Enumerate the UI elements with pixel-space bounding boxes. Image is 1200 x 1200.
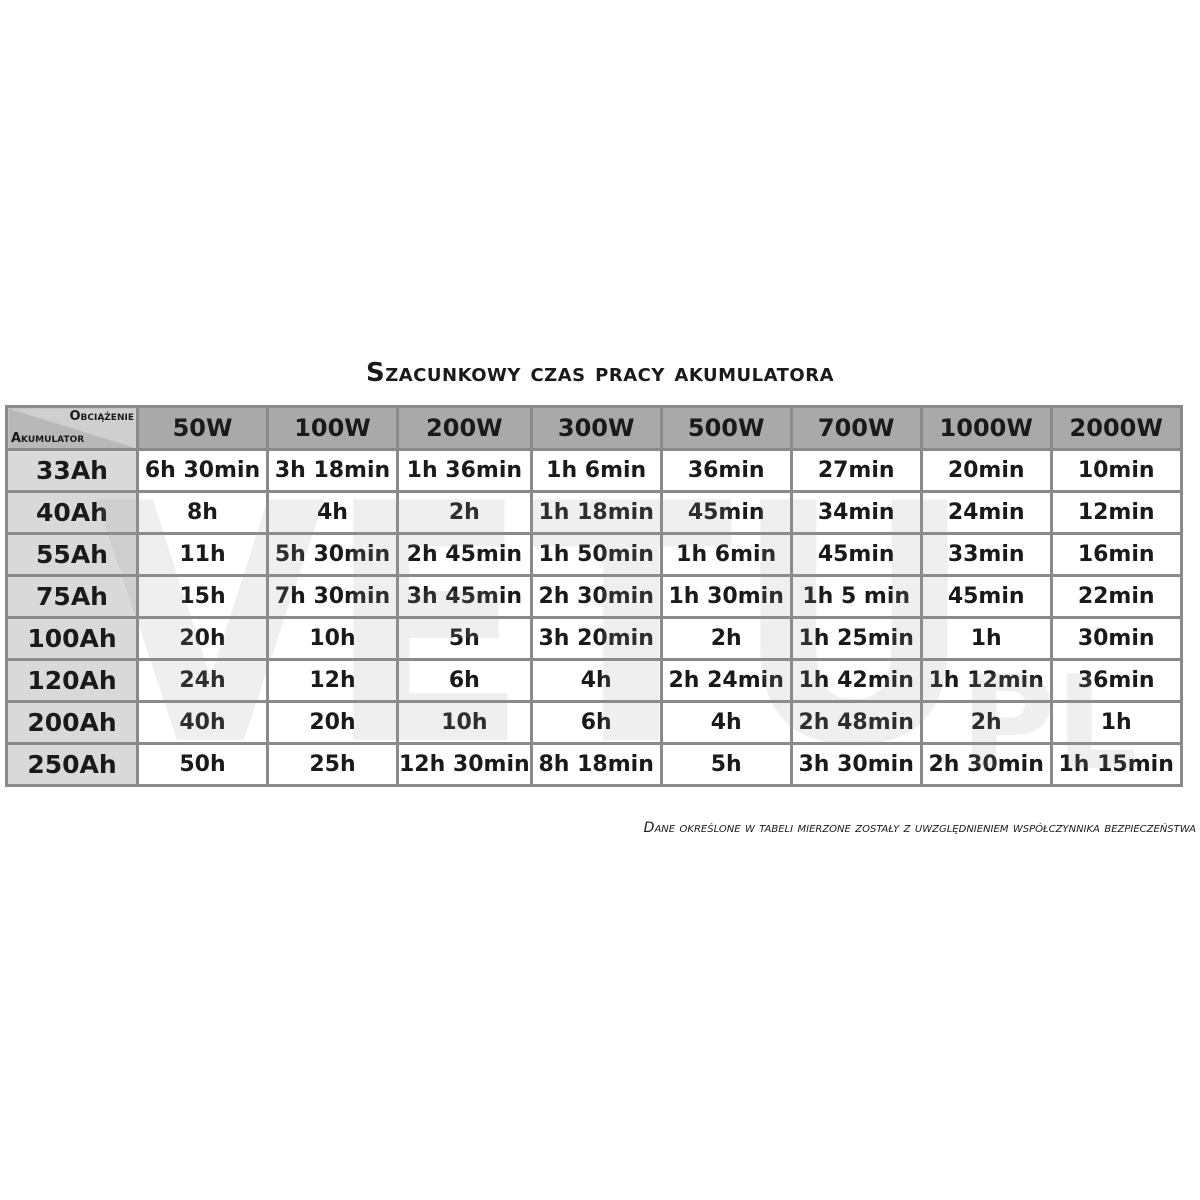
runtime-cell: 2h 45min: [396, 532, 533, 577]
runtime-cell: 16min: [1049, 532, 1183, 577]
runtime-cell: 24min: [919, 490, 1053, 535]
runtime-cell: 4h: [529, 658, 663, 703]
runtime-cell: 1h 42min: [789, 658, 923, 703]
runtime-cell: 20h: [266, 700, 399, 745]
runtime-cell: 8h 18min: [529, 742, 663, 787]
runtime-cell: 36min: [1049, 658, 1183, 703]
row-header: 200Ah: [5, 700, 139, 745]
footnote: Dane określone w tabeli mierzone zostały…: [643, 820, 1196, 836]
table-row: 120Ah 24h 12h 6h 4h 2h 24min 1h 42min 1h 12min 3…: [5, 658, 1183, 703]
runtime-cell: 40h: [136, 700, 269, 745]
runtime-cell: 1h 5 min: [789, 574, 923, 619]
runtime-cell: 33min: [919, 532, 1053, 577]
runtime-cell: 6h: [529, 700, 663, 745]
runtime-cell: 1h 6min: [659, 532, 793, 577]
load-label: Obciążenie: [69, 409, 134, 424]
runtime-cell: 1h 15min: [1049, 742, 1183, 787]
column-header: 500W: [659, 405, 793, 451]
column-header: 2000W: [1049, 405, 1183, 451]
runtime-cell: 1h 50min: [529, 532, 663, 577]
runtime-cell: 1h: [919, 616, 1053, 661]
runtime-cell: 24h: [136, 658, 269, 703]
runtime-cell: 50h: [136, 742, 269, 787]
runtime-cell: 3h 45min: [396, 574, 533, 619]
runtime-cell: 12min: [1049, 490, 1183, 535]
runtime-cell: 1h: [1049, 700, 1183, 745]
runtime-cell: 5h: [396, 616, 533, 661]
table-row: 75Ah 15h 7h 30min 3h 45min 2h 30min 1h 30min 1…: [5, 574, 1183, 619]
runtime-cell: 1h 30min: [659, 574, 793, 619]
table-row: 250Ah 50h 25h 12h 30min 8h 18min 5h 3h 30min 2h…: [5, 742, 1183, 787]
column-header: 700W: [789, 405, 923, 451]
row-header: 40Ah: [5, 490, 139, 535]
runtime-cell: 8h: [136, 490, 269, 535]
runtime-cell: 45min: [789, 532, 923, 577]
column-header: 1000W: [919, 405, 1053, 451]
battery-label: Akumulator: [11, 431, 85, 446]
runtime-cell: 36min: [659, 448, 793, 493]
row-header: 33Ah: [5, 448, 139, 493]
runtime-cell: 2h: [659, 616, 793, 661]
column-header: 300W: [529, 405, 663, 451]
runtime-cell: 22min: [1049, 574, 1183, 619]
runtime-cell: 11h: [136, 532, 269, 577]
runtime-cell: 27min: [789, 448, 923, 493]
runtime-cell: 5h 30min: [266, 532, 399, 577]
runtime-cell: 45min: [919, 574, 1053, 619]
runtime-cell: 3h 18min: [266, 448, 399, 493]
runtime-cell: 1h 18min: [529, 490, 663, 535]
runtime-cell: 20h: [136, 616, 269, 661]
runtime-cell: 34min: [789, 490, 923, 535]
runtime-cell: 12h: [266, 658, 399, 703]
runtime-cell: 6h 30min: [136, 448, 269, 493]
table-title: Szacunkowy czas pracy akumulatora: [365, 358, 835, 388]
runtime-cell: 2h: [919, 700, 1053, 745]
table-row: 40Ah 8h 4h 2h 1h 18min 45min 34min 24min 12min: [5, 490, 1183, 535]
runtime-cell: 10h: [266, 616, 399, 661]
column-header: 200W: [396, 405, 533, 451]
runtime-cell: 4h: [266, 490, 399, 535]
runtime-cell: 2h 30min: [529, 574, 663, 619]
runtime-cell: 12h 30min: [396, 742, 533, 787]
corner-cell: Obciążenie Akumulator: [5, 405, 139, 451]
row-header: 250Ah: [5, 742, 139, 787]
column-header: 100W: [266, 405, 399, 451]
runtime-cell: 1h 12min: [919, 658, 1053, 703]
runtime-cell: 6h: [396, 658, 533, 703]
runtime-cell: 3h 30min: [789, 742, 923, 787]
battery-runtime-table: Obciążenie Akumulator 50W 100W 200W 300W 500…: [5, 405, 1183, 787]
row-header: 100Ah: [5, 616, 139, 661]
runtime-cell: 20min: [919, 448, 1053, 493]
runtime-cell: 10min: [1049, 448, 1183, 493]
column-header: 50W: [136, 405, 269, 451]
table-row: 200Ah 40h 20h 10h 6h 4h 2h 48min 2h 1h: [5, 700, 1183, 745]
runtime-cell: 7h 30min: [266, 574, 399, 619]
row-header: 120Ah: [5, 658, 139, 703]
runtime-cell: 10h: [396, 700, 533, 745]
runtime-cell: 45min: [659, 490, 793, 535]
table-row: 55Ah 11h 5h 30min 2h 45min 1h 50min 1h 6min 45…: [5, 532, 1183, 577]
runtime-cell: 15h: [136, 574, 269, 619]
runtime-cell: 30min: [1049, 616, 1183, 661]
runtime-cell: 1h 6min: [529, 448, 663, 493]
runtime-cell: 1h 36min: [396, 448, 533, 493]
row-header: 75Ah: [5, 574, 139, 619]
table-row: 33Ah 6h 30min 3h 18min 1h 36min 1h 6min 36min…: [5, 448, 1183, 493]
runtime-cell: 2h 24min: [659, 658, 793, 703]
runtime-cell: 5h: [659, 742, 793, 787]
runtime-cell: 4h: [659, 700, 793, 745]
row-header: 55Ah: [5, 532, 139, 577]
runtime-cell: 2h: [396, 490, 533, 535]
runtime-cell: 3h 20min: [529, 616, 663, 661]
runtime-cell: 2h 48min: [789, 700, 923, 745]
runtime-cell: 1h 25min: [789, 616, 923, 661]
header-row: Obciążenie Akumulator 50W 100W 200W 300W 500…: [5, 405, 1183, 451]
runtime-cell: 2h 30min: [919, 742, 1053, 787]
runtime-cell: 25h: [266, 742, 399, 787]
table-row: 100Ah 20h 10h 5h 3h 20min 2h 1h 25min 1h 30min: [5, 616, 1183, 661]
